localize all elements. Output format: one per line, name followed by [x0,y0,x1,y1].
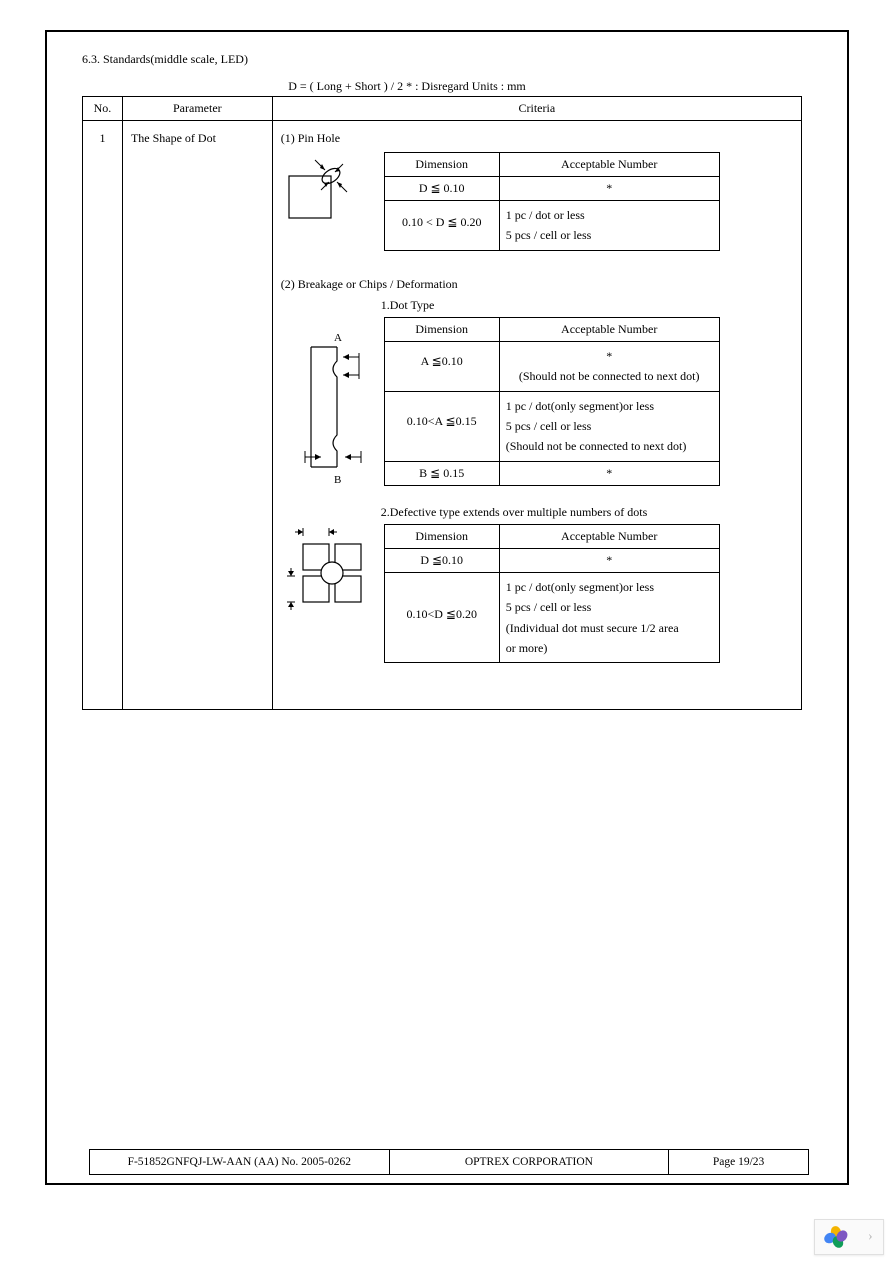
td-acc: * [499,548,719,572]
td-dim: 0.10<A ≦0.15 [384,391,499,461]
multi-dot-diagram [281,524,376,654]
line: 1 pc / dot(only segment)or less [506,399,654,413]
section-title: 6.3. Standards(middle scale, LED) [82,52,847,67]
sub-label-1: 1.Dot Type [381,298,793,313]
line: 5 pcs / cell or less [506,600,592,614]
dot-type-diagram: A B [281,317,376,487]
td-dim: B ≦ 0.15 [384,461,499,485]
th-acc: Acceptable Number [499,153,719,177]
line: (Should not be connected to next dot) [519,366,700,386]
line: 5 pcs / cell or less [506,419,592,433]
td-acc: 1 pc / dot(only segment)or less 5 pcs / … [499,572,719,663]
sub-heading-1: (1) Pin Hole [281,131,793,146]
main-table: No. Parameter Criteria 1 The Shape of Do… [82,96,802,710]
label-b: B [334,474,341,486]
flower-icon [825,1226,847,1248]
chevron-right-icon[interactable]: › [868,1229,873,1245]
dot-type-table: Dimension Acceptable Number A ≦0.10 * (S… [384,317,720,486]
th-acc: Acceptable Number [499,317,719,341]
header-param: Parameter [122,97,272,121]
line: * [606,349,612,363]
line: 1 pc / dot or less [506,208,585,222]
line: (Individual dot must secure 1/2 area [506,621,679,635]
footer-right: Page 19/23 [669,1150,809,1175]
header-criteria: Criteria [272,97,801,121]
formula-line: D = ( Long + Short ) / 2 * : Disregard U… [47,79,767,94]
page-border: 6.3. Standards(middle scale, LED) D = ( … [45,30,849,1185]
td-acc: * [499,461,719,485]
th-dim: Dimension [384,524,499,548]
line: 1 pc / dot(only segment)or less [506,580,654,594]
footer-mid: OPTREX CORPORATION [389,1150,669,1175]
th-dim: Dimension [384,153,499,177]
corner-widget[interactable]: › [814,1219,884,1255]
cell-no: 1 [83,121,123,710]
td-dim: 0.10 < D ≦ 0.20 [384,201,499,251]
td-acc: * (Should not be connected to next dot) [499,341,719,391]
header-no: No. [83,97,123,121]
multi-dot-table: Dimension Acceptable Number D ≦0.10 * 0.… [384,524,720,664]
td-acc: 1 pc / dot(only segment)or less 5 pcs / … [499,391,719,461]
line: or more) [506,641,548,655]
th-dim: Dimension [384,317,499,341]
cell-criteria: (1) Pin Hole [272,121,801,710]
criteria-breakage: (2) Breakage or Chips / Deformation 1.Do… [281,277,793,664]
table-row: 1 The Shape of Dot (1) Pin Hole [83,121,802,710]
label-a: A [334,332,342,344]
td-dim: 0.10<D ≦0.20 [384,572,499,663]
cell-param: The Shape of Dot [122,121,272,710]
pin-hole-table: Dimension Acceptable Number D ≦ 0.10 * 0… [384,152,720,251]
td-dim: D ≦ 0.10 [384,177,499,201]
td-dim: A ≦0.10 [384,341,499,391]
criteria-pin-hole: (1) Pin Hole [281,131,793,251]
td-acc: 1 pc / dot or less 5 pcs / cell or less [499,201,719,251]
th-acc: Acceptable Number [499,524,719,548]
pin-hole-diagram [281,152,376,242]
td-acc: * [499,177,719,201]
td-dim: D ≦0.10 [384,548,499,572]
sub-label-2: 2.Defective type extends over multiple n… [381,505,793,520]
line: (Should not be connected to next dot) [506,439,687,453]
footer-left: F-51852GNFQJ-LW-AAN (AA) No. 2005-0262 [90,1150,390,1175]
sub-heading-2: (2) Breakage or Chips / Deformation [281,277,793,292]
line: 5 pcs / cell or less [506,228,592,242]
footer-table: F-51852GNFQJ-LW-AAN (AA) No. 2005-0262 O… [89,1149,809,1175]
page: 6.3. Standards(middle scale, LED) D = ( … [0,0,894,1263]
